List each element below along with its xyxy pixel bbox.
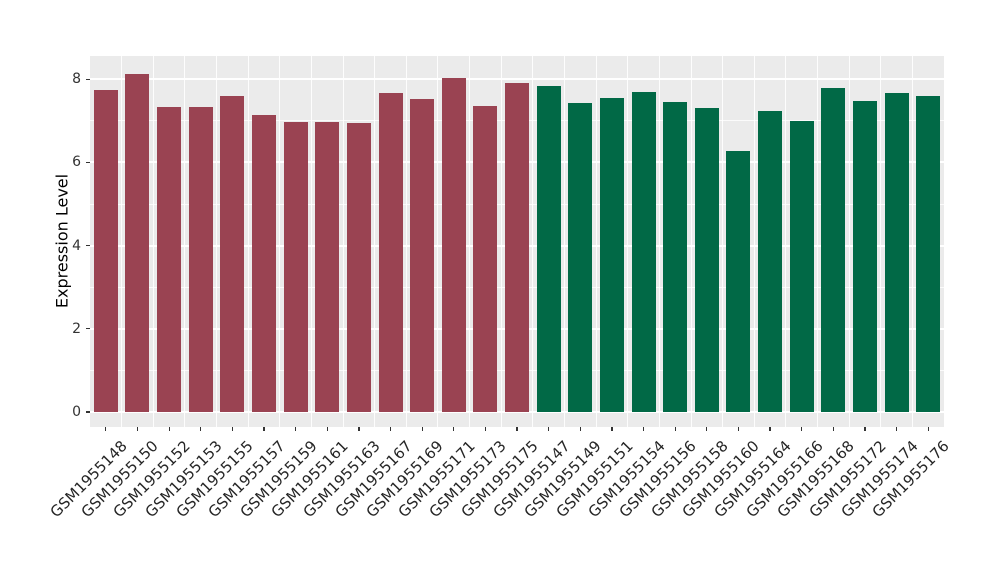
bar-GSM1955169 — [410, 99, 435, 412]
gridline-vertical — [405, 56, 407, 427]
x-tick-mark — [642, 427, 645, 431]
bar-GSM1955171 — [441, 78, 466, 412]
gridline-vertical — [152, 56, 154, 427]
gridline-vertical — [785, 56, 787, 427]
x-tick-mark — [801, 427, 803, 431]
gridline-vertical — [342, 56, 344, 427]
gridline-vertical — [595, 56, 597, 427]
bar-GSM1955154 — [631, 92, 656, 412]
bar-GSM1955167 — [378, 93, 403, 412]
bar-GSM1955175 — [505, 82, 529, 412]
x-tick-mark — [453, 427, 455, 431]
x-tick-mark — [832, 427, 834, 431]
bar-GSM1955168 — [821, 88, 846, 412]
x-tick-mark — [105, 427, 107, 431]
x-tick-mark — [389, 427, 392, 431]
gridline-vertical — [627, 56, 629, 427]
x-tick-mark — [136, 427, 139, 431]
bar-GSM1955158 — [694, 107, 719, 412]
bar-GSM1955157 — [252, 114, 276, 412]
gridline-vertical — [500, 56, 502, 427]
bar-GSM1955149 — [568, 102, 593, 412]
bar-GSM1955148 — [93, 90, 118, 412]
bar-GSM1955153 — [188, 107, 213, 412]
x-tick-mark — [611, 427, 613, 431]
bar-GSM1955163 — [346, 123, 371, 412]
bar-GSM1955174 — [884, 92, 909, 412]
gridline-vertical — [848, 56, 850, 427]
y-tick-label: 6 — [72, 154, 81, 171]
y-tick-mark — [86, 245, 90, 247]
gridline-vertical — [690, 56, 692, 427]
bar-GSM1955159 — [283, 122, 308, 412]
bar-GSM1955152 — [157, 107, 182, 412]
x-tick-mark — [548, 427, 550, 431]
gridline-horizontal-major — [90, 411, 944, 413]
bar-GSM1955147 — [536, 85, 561, 412]
x-tick-mark — [295, 427, 297, 431]
x-tick-mark — [896, 427, 898, 431]
y-tick-mark — [86, 161, 90, 164]
gridline-vertical — [374, 56, 376, 427]
x-tick-mark — [200, 427, 202, 431]
gridline-vertical — [184, 56, 186, 427]
x-tick-mark — [706, 427, 708, 431]
x-tick-mark — [168, 427, 170, 431]
gridline-vertical — [911, 56, 913, 427]
x-tick-mark — [326, 427, 328, 431]
gridline-vertical — [247, 56, 249, 427]
bar-GSM1955155 — [220, 95, 245, 412]
gridline-vertical — [563, 56, 565, 427]
gridline-vertical — [216, 56, 217, 427]
y-tick-mark — [86, 78, 90, 80]
bar-GSM1955150 — [125, 73, 150, 412]
x-tick-mark — [927, 427, 929, 431]
x-tick-mark — [484, 427, 487, 431]
x-tick-mark — [737, 427, 740, 431]
x-tick-mark — [231, 427, 233, 431]
gridline-horizontal-major — [90, 78, 944, 81]
x-tick-mark — [769, 427, 771, 431]
y-tick-label: 8 — [72, 71, 81, 88]
x-tick-mark — [516, 427, 518, 431]
gridline-vertical — [121, 56, 123, 427]
gridline-vertical — [753, 56, 755, 427]
gridline-vertical — [658, 56, 660, 427]
y-tick-label: 4 — [72, 237, 81, 254]
bar-GSM1955176 — [916, 95, 941, 412]
gridline-vertical — [310, 56, 312, 427]
bar-GSM1955151 — [599, 97, 624, 412]
gridline-vertical — [722, 56, 724, 427]
x-tick-mark — [421, 427, 423, 431]
gridline-vertical — [532, 56, 534, 427]
bar-GSM1955166 — [789, 120, 814, 412]
gridline-vertical — [880, 56, 882, 427]
gridline-vertical — [817, 56, 818, 427]
bar-GSM1955164 — [758, 110, 782, 412]
gridline-vertical — [469, 56, 471, 427]
x-tick-mark — [864, 427, 866, 431]
y-tick-label: 0 — [72, 404, 81, 420]
gridline-vertical — [279, 56, 281, 427]
bar-GSM1955160 — [726, 150, 751, 412]
x-tick-mark — [579, 427, 581, 431]
x-tick-mark — [263, 427, 265, 431]
y-tick-mark — [86, 328, 90, 330]
gridline-vertical — [437, 56, 439, 427]
bar-GSM1955172 — [852, 100, 877, 412]
bar-GSM1955156 — [663, 101, 688, 412]
x-tick-mark — [358, 427, 360, 431]
bar-GSM1955173 — [473, 105, 498, 412]
x-tick-mark — [674, 427, 676, 431]
y-tick-label: 2 — [72, 320, 81, 337]
y-tick-mark — [86, 411, 90, 413]
bar-GSM1955161 — [315, 122, 340, 412]
